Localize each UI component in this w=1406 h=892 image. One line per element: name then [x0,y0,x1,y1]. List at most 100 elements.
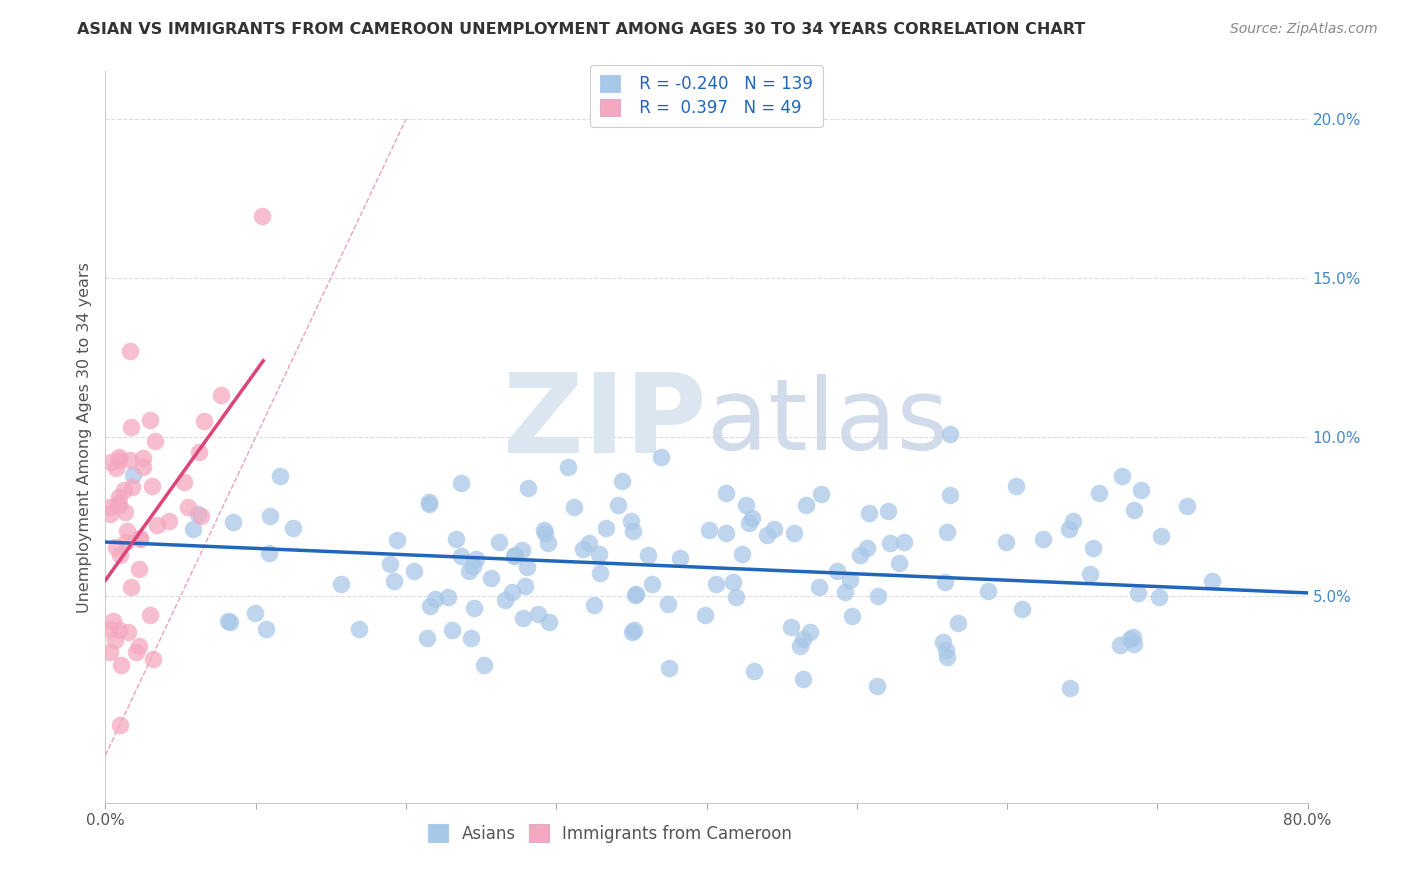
Point [721,574,744,589]
Point [714,526,737,541]
Point [855,541,877,555]
Point [1059,681,1081,696]
Point [188,444,211,458]
Point [269,469,291,483]
Point [650,450,672,464]
Point [502,549,524,563]
Point [505,548,527,562]
Point [516,560,538,574]
Point [120,580,142,594]
Point [437,591,460,605]
Point [763,522,786,536]
Point [1122,630,1144,644]
Point [143,434,166,449]
Point [419,599,441,613]
Point [243,606,266,620]
Point [931,635,953,649]
Point [139,413,162,427]
Point [641,577,664,591]
Point [1062,514,1084,528]
Point [658,661,681,675]
Point [457,564,479,578]
Legend: Asians, Immigrants from Cameroon: Asians, Immigrants from Cameroon [422,818,799,849]
Point [110,657,132,672]
Point [1032,532,1054,546]
Point [257,546,280,560]
Point [461,558,484,573]
Point [515,579,537,593]
Point [118,452,141,467]
Point [402,565,425,579]
Point [128,639,150,653]
Point [1130,483,1153,497]
Point [112,483,135,497]
Point [1088,485,1111,500]
Point [382,574,405,588]
Point [538,615,561,629]
Point [101,614,124,628]
Point [621,524,644,538]
Point [1059,522,1081,536]
Point [1078,566,1101,581]
Point [281,521,304,535]
Point [657,597,679,611]
Point [138,607,160,622]
Point [562,500,585,514]
Point [994,535,1017,549]
Point [866,679,889,693]
Point [259,509,281,524]
Point [849,548,872,562]
Point [217,614,239,628]
Point [1111,469,1133,483]
Point [571,542,593,557]
Text: ASIAN VS IMMIGRANTS FROM CAMEROON UNEMPLOYMENT AMONG AGES 30 TO 34 YEARS CORRELA: ASIAN VS IMMIGRANTS FROM CAMEROON UNEMPL… [77,22,1085,37]
Point [738,516,761,531]
Point [108,498,131,512]
Point [512,611,534,625]
Point [177,500,200,514]
Point [534,526,557,541]
Point [1108,638,1130,652]
Point [516,481,538,495]
Point [868,589,890,603]
Point [716,486,738,500]
Point [741,511,763,525]
Point [695,607,717,622]
Point [219,615,242,629]
Text: Source: ZipAtlas.com: Source: ZipAtlas.com [1230,22,1378,37]
Point [887,556,910,570]
Point [131,450,153,465]
Point [117,625,139,640]
Point [501,584,523,599]
Point [440,623,463,637]
Point [118,343,141,358]
Point [117,524,139,539]
Point [488,534,510,549]
Point [1126,586,1149,600]
Point [724,591,747,605]
Point [610,474,633,488]
Point [418,495,440,509]
Point [387,533,409,547]
Point [582,598,605,612]
Point [1005,478,1028,492]
Point [142,651,165,665]
Point [620,514,643,528]
Point [935,642,957,657]
Point [472,657,495,672]
Text: ZIP: ZIP [503,369,707,476]
Point [536,536,558,550]
Point [838,574,860,588]
Point [252,209,274,223]
Point [939,427,962,442]
Point [977,584,1000,599]
Point [697,523,720,537]
Point [173,475,195,490]
Point [794,498,817,512]
Point [209,387,232,401]
Point [939,488,962,502]
Point [623,623,645,637]
Point [624,589,647,603]
Point [1119,632,1142,647]
Point [557,459,579,474]
